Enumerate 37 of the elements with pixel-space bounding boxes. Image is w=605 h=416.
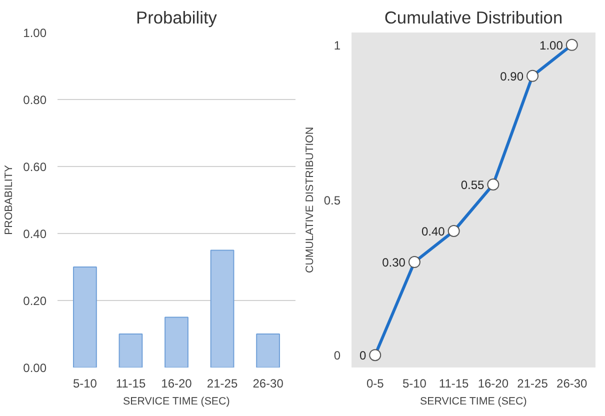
y-tick-label: 0.60: [23, 160, 47, 174]
data-label: 0.55: [460, 178, 485, 192]
x-tick-label: 21-25: [206, 376, 238, 390]
data-label: 1.00: [540, 38, 564, 52]
y-tick-label: 1.00: [23, 26, 47, 40]
y-tick-label: 0.20: [23, 294, 47, 308]
y-axis-title: CUMULATIVE DISTRIBUTION: [304, 126, 316, 274]
chart-title: Probability: [136, 8, 218, 28]
bar: [164, 316, 188, 368]
x-tick-label: 5-10: [402, 376, 427, 390]
x-axis-title: SERVICE TIME (SEC): [123, 396, 230, 408]
y-tick-label: 0.80: [23, 93, 47, 107]
x-tick-label: 5-10: [72, 376, 98, 390]
x-tick-label: 0-5: [366, 376, 384, 390]
y-tick-label: 0: [334, 348, 341, 363]
y-axis-title: PROBABILITY: [3, 165, 16, 235]
y-tick-label: 0.5: [324, 194, 341, 208]
x-tick-label: 16-20: [161, 376, 192, 390]
x-tick-label: 11-15: [438, 376, 470, 390]
x-axis-title: SERVICE TIME (SEC): [420, 396, 527, 408]
x-tick-label: 21-25: [517, 376, 548, 390]
bar: [73, 266, 97, 368]
x-tick-label: 26-30: [252, 376, 284, 390]
y-tick-label: 0.00: [23, 361, 47, 375]
x-tick-label: 11-15: [116, 376, 146, 390]
data-label: 0: [359, 348, 366, 363]
y-tick-label: 1: [334, 38, 341, 52]
y-tick-label: 0.40: [23, 227, 47, 241]
bar: [118, 334, 143, 368]
bar: [210, 250, 234, 368]
bar: [256, 334, 280, 368]
chart-title: Cumulative Distribution: [384, 8, 563, 28]
x-tick-label: 16-20: [478, 376, 509, 390]
data-label: 0.90: [500, 69, 524, 84]
data-label: 0.40: [421, 224, 446, 239]
x-tick-label: 26-30: [556, 376, 588, 390]
data-label: 0.30: [382, 256, 406, 270]
